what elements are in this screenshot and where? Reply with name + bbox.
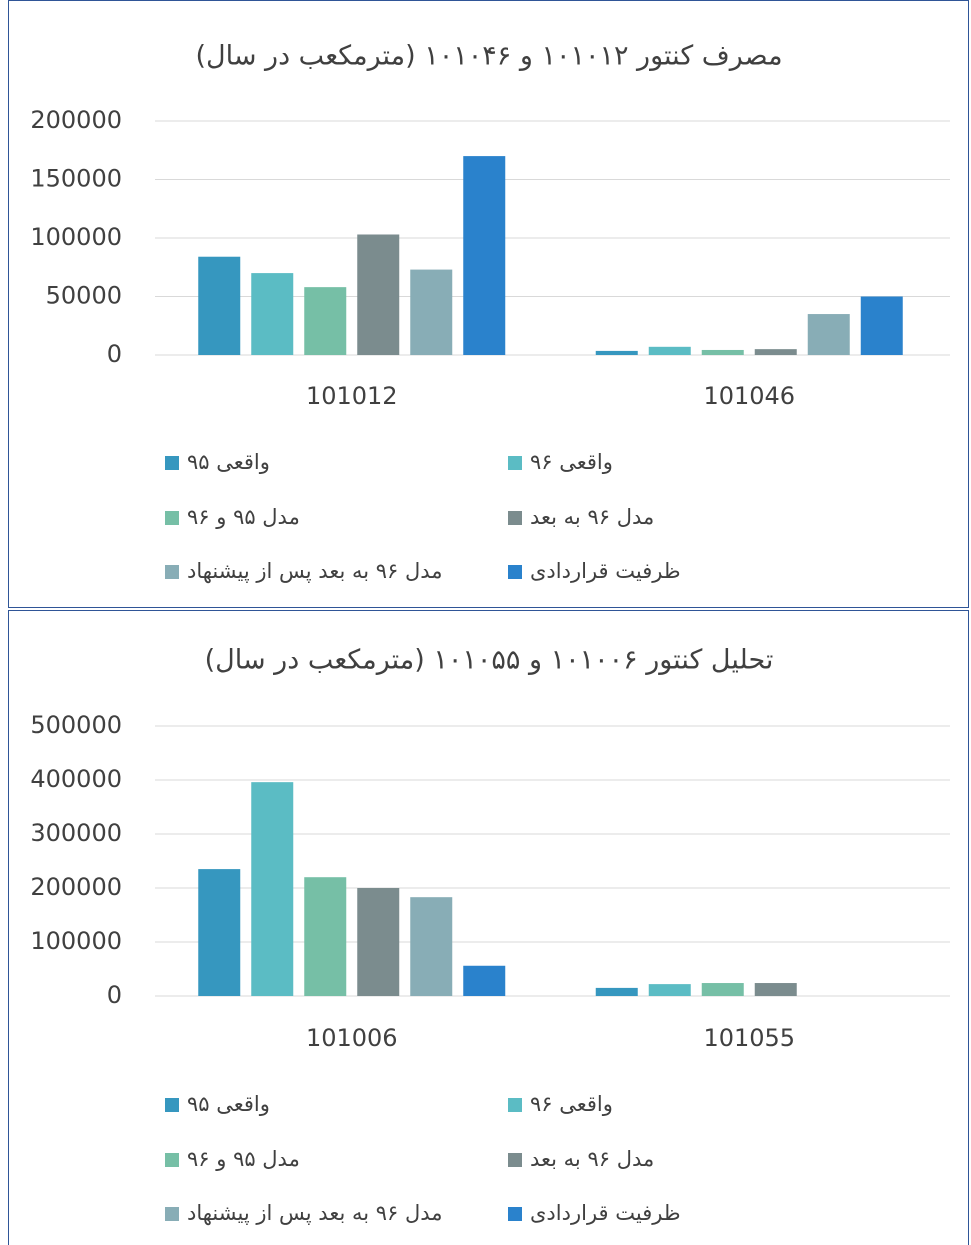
y-tick-label: 150000 (30, 165, 122, 193)
x-tick-label: 101046 (703, 382, 795, 410)
legend-swatch (508, 511, 522, 525)
legend-swatch (165, 1153, 179, 1167)
legend-swatch (508, 1153, 522, 1167)
bar (595, 987, 638, 996)
x-tick-label: 101006 (306, 1024, 398, 1052)
bar (251, 782, 294, 996)
legend-swatch (508, 456, 522, 470)
x-tick-label: 101055 (703, 1024, 795, 1052)
legend-swatch (508, 565, 522, 579)
y-tick-label: 50000 (46, 282, 122, 310)
chart-frame (8, 610, 969, 1245)
y-tick-label: 300000 (30, 819, 122, 847)
y-tick-label: 100000 (30, 927, 122, 955)
legend-label: مدل ۹۵ و ۹۶ (187, 1147, 300, 1171)
x-tick-label: 101012 (306, 382, 398, 410)
chart-title: مصرف کنتور ۱۰۱۰۱۲ و ۱۰۱۰۴۶ (مترمکعب در س… (195, 41, 782, 72)
bar (701, 983, 744, 996)
legend-swatch (165, 456, 179, 470)
y-tick-label: 0 (107, 340, 122, 368)
bar (410, 269, 453, 355)
bar (807, 314, 850, 355)
legend-label: ۹۵ واقعی (187, 1092, 270, 1116)
legend-swatch (165, 511, 179, 525)
bar (463, 965, 506, 996)
bar (198, 256, 241, 355)
bar (251, 273, 294, 355)
bar (754, 983, 797, 996)
legend-label: ۹۶ واقعی (530, 1092, 613, 1116)
y-tick-label: 200000 (30, 873, 122, 901)
legend-label: ۹۶ واقعی (530, 450, 613, 474)
y-tick-label: 100000 (30, 223, 122, 251)
legend-label: مدل ۹۶ به بعد پس از پیشنهاد (187, 1201, 443, 1225)
y-tick-label: 500000 (30, 711, 122, 739)
legend-label: مدل ۹۶ به بعد (530, 1147, 654, 1171)
legend-swatch (508, 1098, 522, 1112)
bar (357, 234, 400, 355)
bar (463, 156, 506, 355)
bar (304, 287, 347, 355)
bar (595, 350, 638, 355)
legend-label: ۹۵ واقعی (187, 450, 270, 474)
bar (410, 897, 453, 996)
bar (701, 349, 744, 355)
legend-swatch (508, 1207, 522, 1221)
y-tick-label: 200000 (30, 106, 122, 134)
legend-swatch (165, 1207, 179, 1221)
bar (754, 349, 797, 355)
bar (648, 984, 691, 996)
y-tick-label: 400000 (30, 765, 122, 793)
chart-title: تحلیل کنتور ۱۰۱۰۰۶ و ۱۰۱۰۵۵ (مترمکعب در … (205, 645, 774, 676)
legend-label: ظرفیت قراردادی (530, 559, 681, 583)
legend-swatch (165, 1098, 179, 1112)
legend-label: مدل ۹۶ به بعد (530, 505, 654, 529)
legend-swatch (165, 565, 179, 579)
legend-label: مدل ۹۵ و ۹۶ (187, 505, 300, 529)
legend-label: ظرفیت قراردادی (530, 1201, 681, 1225)
bar (357, 888, 400, 996)
bar (198, 869, 241, 996)
bar (304, 877, 347, 996)
legend-label: مدل ۹۶ به بعد پس از پیشنهاد (187, 559, 443, 583)
bar (648, 346, 691, 355)
y-tick-label: 0 (107, 981, 122, 1009)
bar (860, 296, 903, 355)
